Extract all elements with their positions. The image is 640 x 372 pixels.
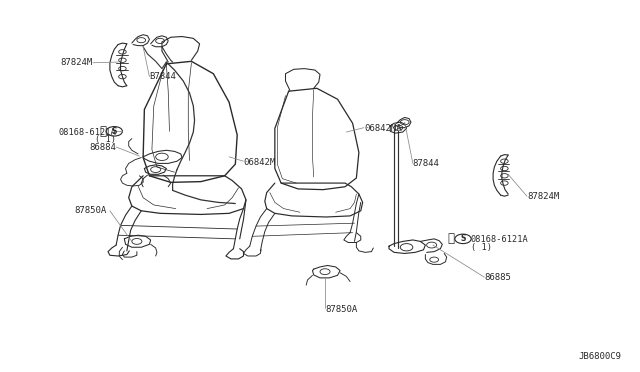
Text: 87850A: 87850A [74, 206, 107, 215]
Text: S: S [111, 127, 117, 136]
Text: Ⓢ: Ⓢ [448, 232, 455, 246]
Text: 87850A: 87850A [325, 305, 357, 314]
Text: 87824M: 87824M [527, 192, 559, 201]
Text: S: S [460, 234, 466, 243]
Text: Ⓢ: Ⓢ [99, 125, 106, 138]
Text: 87824M: 87824M [61, 58, 93, 67]
Text: 08168-6121A: 08168-6121A [58, 128, 116, 137]
Text: 87844: 87844 [413, 159, 440, 168]
Text: B7844: B7844 [149, 72, 176, 81]
Text: ( 1): ( 1) [95, 135, 116, 144]
Text: ( 1): ( 1) [470, 243, 492, 252]
Text: 86884: 86884 [90, 143, 116, 152]
Text: 06842M: 06842M [243, 158, 276, 167]
Text: 06842MA: 06842MA [364, 124, 401, 133]
Text: 08168-6121A: 08168-6121A [470, 235, 528, 244]
Text: 86885: 86885 [484, 273, 511, 282]
Text: JB6800C9: JB6800C9 [578, 352, 621, 361]
